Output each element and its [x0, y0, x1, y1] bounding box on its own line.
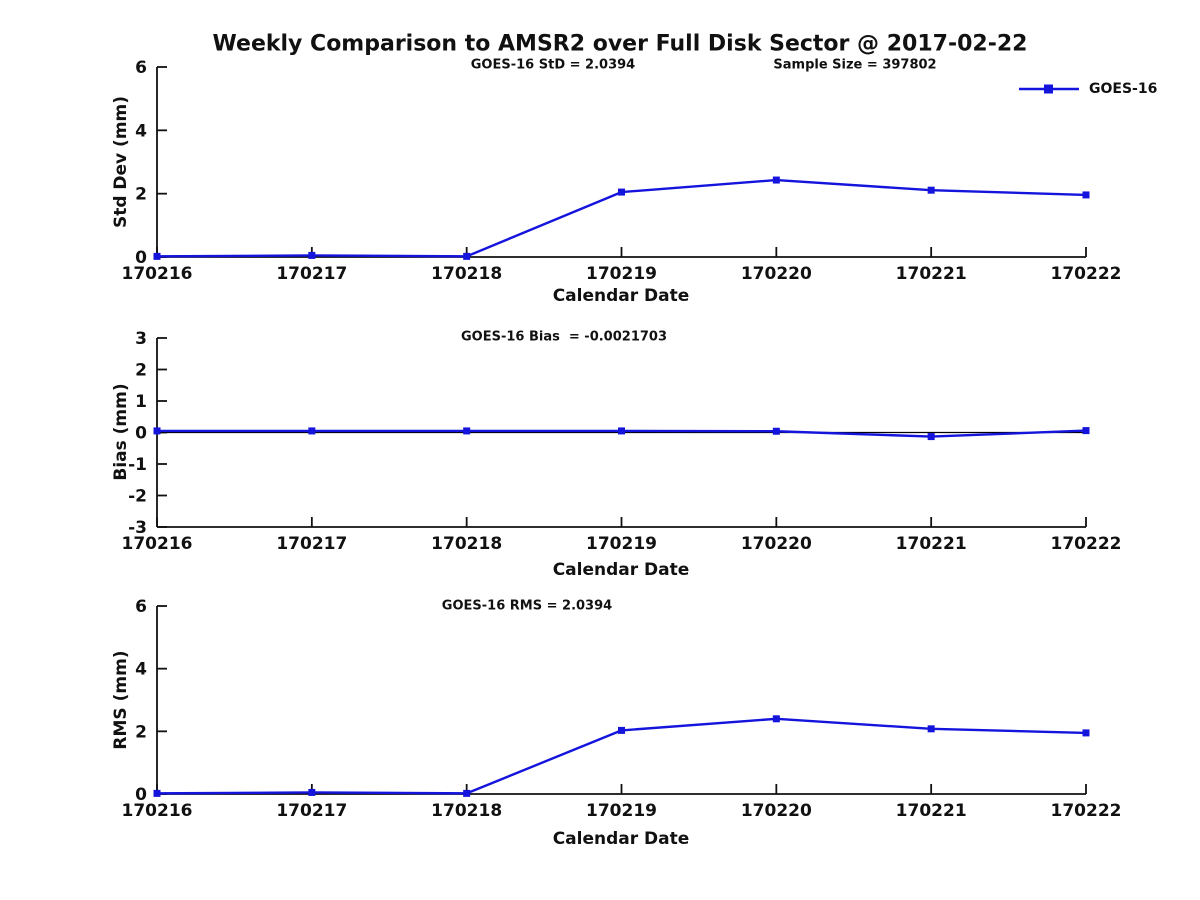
x-tick-label: 170216: [122, 801, 193, 821]
y-tick-label: 2: [135, 185, 147, 205]
x-tick-label: 170216: [122, 534, 193, 554]
data-point-marker: [308, 251, 316, 259]
y-tick-label: 4: [135, 121, 147, 141]
legend-line-sample-icon: [1019, 84, 1079, 94]
data-point-marker: [463, 427, 471, 435]
x-tick-label: 170219: [586, 534, 657, 554]
data-point-marker: [153, 252, 161, 260]
subplot2-x-axis-title: Calendar Date: [552, 560, 690, 580]
data-point-marker: [927, 186, 935, 194]
y-tick-label: 0: [135, 424, 147, 444]
data-point-marker: [772, 176, 780, 184]
x-tick-label: 170218: [431, 264, 502, 284]
data-point-marker: [618, 427, 625, 435]
subplot3-x-axis-title: Calendar Date: [552, 829, 690, 849]
subplot3-stat-annotation: GOES-16 RMS = 2.0394: [441, 598, 613, 614]
x-tick-label: 170220: [741, 801, 812, 821]
data-point-marker: [308, 427, 316, 435]
subplot2-y-axis-title: Bias (mm): [111, 383, 131, 481]
subplot1-sample-size-annotation: Sample Size = 397802: [773, 57, 937, 73]
data-point-marker: [153, 789, 161, 797]
subplot1-stat-annotation: GOES-16 StD = 2.0394: [470, 57, 636, 73]
data-point-marker: [153, 427, 161, 435]
data-point-marker: [1082, 729, 1090, 737]
y-tick-label: 2: [135, 722, 147, 742]
data-point-marker: [308, 788, 316, 796]
y-tick-label: 1: [135, 392, 147, 412]
subplot2-stat-annotation: GOES-16 Bias = -0.0021703: [460, 329, 668, 345]
x-tick-label: 170220: [741, 534, 812, 554]
data-point-marker: [1082, 191, 1090, 199]
x-tick-label: 170221: [896, 534, 967, 554]
legend-series-label: GOES-16: [1089, 81, 1158, 97]
page-title: Weekly Comparison to AMSR2 over Full Dis…: [212, 31, 1028, 57]
y-tick-label: 6: [135, 597, 147, 617]
y-tick-label: 0: [135, 248, 147, 268]
data-point-marker: [927, 433, 935, 441]
x-tick-label: 170217: [276, 264, 347, 284]
data-point-marker: [1082, 427, 1090, 435]
subplot1-x-axis-title: Calendar Date: [552, 286, 690, 306]
y-tick-label: 3: [135, 329, 147, 349]
data-point-marker: [618, 726, 625, 734]
x-tick-label: 170221: [896, 264, 967, 284]
x-tick-label: 170221: [896, 801, 967, 821]
data-point-marker: [463, 789, 471, 797]
legend: GOES-16: [1017, 81, 1157, 97]
subplot1-y-axis-title: Std Dev (mm): [111, 95, 131, 229]
subplot3-y-axis-title: RMS (mm): [111, 650, 131, 750]
x-tick-label: 170217: [276, 801, 347, 821]
y-tick-label: 2: [135, 361, 147, 381]
x-tick-label: 170216: [122, 264, 193, 284]
x-tick-label: 170219: [586, 264, 657, 284]
x-tick-label: 170222: [1051, 801, 1122, 821]
data-point-marker: [927, 725, 935, 733]
data-point-marker: [618, 188, 625, 196]
y-tick-label: -3: [128, 518, 147, 538]
data-point-marker: [772, 427, 780, 435]
y-tick-label: 6: [135, 58, 147, 78]
x-tick-label: 170218: [431, 801, 502, 821]
data-point-marker: [463, 252, 471, 260]
x-tick-label: 170222: [1051, 534, 1122, 554]
x-tick-label: 170218: [431, 534, 502, 554]
y-tick-label: 0: [135, 785, 147, 805]
x-tick-label: 170219: [586, 801, 657, 821]
y-tick-label: -2: [128, 487, 147, 507]
data-point-marker: [772, 715, 780, 723]
y-tick-label: 4: [135, 660, 147, 680]
x-tick-label: 170217: [276, 534, 347, 554]
x-tick-label: 170220: [741, 264, 812, 284]
x-tick-label: 170222: [1051, 264, 1122, 284]
y-tick-label: -1: [128, 455, 147, 475]
